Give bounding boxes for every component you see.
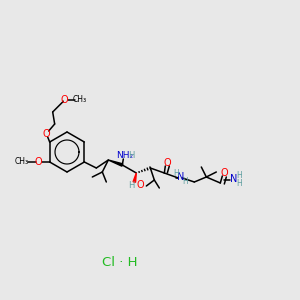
Text: O: O	[220, 168, 228, 178]
Text: N: N	[177, 172, 184, 182]
Text: O: O	[164, 158, 171, 168]
Text: N: N	[230, 174, 237, 184]
Text: O: O	[136, 180, 144, 190]
Text: H: H	[173, 169, 179, 178]
Text: H: H	[182, 176, 188, 185]
Text: CH₃: CH₃	[15, 157, 29, 166]
Text: O: O	[43, 129, 50, 139]
Text: H: H	[128, 152, 134, 160]
Text: NH₂: NH₂	[116, 152, 133, 160]
Text: CH₃: CH₃	[73, 95, 87, 104]
Polygon shape	[133, 173, 136, 182]
Text: O: O	[35, 157, 43, 167]
Polygon shape	[108, 160, 123, 166]
Text: H: H	[236, 179, 242, 188]
Text: H: H	[236, 170, 242, 179]
Text: H: H	[128, 181, 134, 190]
Text: O: O	[61, 95, 68, 105]
Text: Cl · H: Cl · H	[102, 256, 138, 268]
